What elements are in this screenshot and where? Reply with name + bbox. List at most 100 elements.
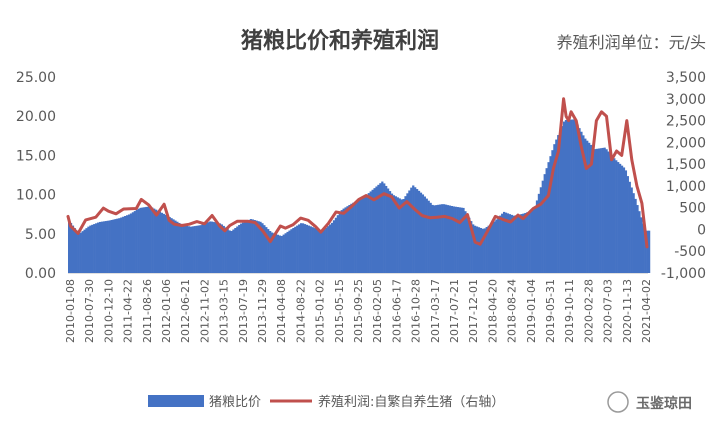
price-ratio-bar (390, 193, 394, 273)
price-ratio-bar (245, 220, 249, 273)
price-ratio-bar (526, 212, 529, 273)
price-ratio-bar (321, 231, 324, 273)
x-tick-label: 2021-04-02 (640, 279, 653, 343)
price-ratio-bar (638, 211, 641, 273)
right-tick-label: -500 (674, 244, 706, 260)
left-tick-label: 20.00 (16, 109, 56, 125)
price-ratio-bar (487, 225, 490, 273)
price-ratio-bar (460, 207, 463, 273)
price-ratio-bar (423, 196, 426, 273)
price-ratio-bar (363, 196, 367, 273)
profit-line (66, 97, 649, 249)
price-ratio-bar (385, 185, 388, 273)
price-ratio-bar (568, 119, 571, 273)
price-ratio-bar (242, 222, 245, 273)
price-ratio-bar (445, 204, 448, 273)
price-ratio-bar (493, 221, 496, 273)
price-ratio-bar (640, 217, 643, 273)
x-tick-label: 2014-08-22 (294, 279, 307, 343)
left-tick-label: 0.00 (25, 266, 56, 282)
price-ratio-bar (572, 119, 575, 274)
x-tick-label: 2020-07-03 (602, 279, 615, 343)
price-ratio-bar (354, 201, 357, 273)
price-ratio-bar (611, 156, 614, 273)
price-ratio-bar (417, 190, 421, 273)
x-tick-label: 2012-11-02 (198, 279, 211, 343)
price-ratio-bar (95, 223, 98, 273)
price-ratio-bar (429, 202, 432, 273)
x-tick-label: 2017-12-01 (467, 279, 480, 343)
price-ratio-bar (566, 119, 570, 273)
price-ratio-bar (416, 189, 419, 273)
price-ratio-bar (288, 230, 291, 273)
price-ratio-bar (628, 181, 631, 273)
price-ratio-bar (539, 187, 542, 273)
price-ratio-bar (203, 223, 206, 273)
price-ratio-bar (211, 221, 214, 273)
x-tick-label: 2010-12-10 (102, 279, 115, 343)
price-ratio-bar (520, 214, 523, 273)
price-ratio-bar (466, 214, 469, 273)
price-ratio-bar (319, 230, 322, 273)
price-ratio-bar (122, 216, 125, 273)
price-ratio-bar (586, 140, 589, 273)
price-ratio-bar (147, 206, 150, 273)
price-ratio-bar (510, 214, 513, 273)
price-ratio-bar (311, 227, 314, 273)
price-ratio-bar (81, 231, 84, 273)
price-ratio-bar (87, 226, 90, 273)
price-ratio-bar (156, 210, 160, 273)
price-ratio-bar (450, 206, 454, 273)
price-ratio-bar (197, 225, 200, 273)
price-ratio-bar (578, 128, 581, 273)
price-ratio-bar (375, 186, 378, 273)
price-ratio-bar (116, 218, 119, 273)
price-ratio-bar (425, 198, 428, 273)
price-ratio-bar (68, 220, 71, 273)
x-tick-label: 2019-10-11 (563, 279, 576, 343)
x-tick-label: 2015-05-15 (333, 279, 346, 343)
price-ratio-bar (630, 187, 633, 273)
price-ratio-bar (149, 206, 152, 273)
price-ratio-bar (344, 207, 347, 273)
price-ratio-bar (553, 144, 556, 273)
right-tick-label: 2,500 (666, 114, 706, 130)
price-ratio-bar (102, 221, 106, 273)
x-tick-label: 2015-09-25 (352, 279, 365, 343)
x-tick-label: 2017-03-17 (429, 279, 442, 343)
price-ratio-bar (112, 219, 115, 273)
price-ratio-bar (408, 190, 411, 273)
x-tick-label: 2014-04-08 (275, 279, 288, 343)
price-ratio-bar (77, 233, 80, 273)
price-ratio-bar (392, 195, 396, 273)
price-ratio-bar (626, 176, 629, 273)
price-ratio-bar (446, 205, 450, 273)
price-ratio-bar (617, 162, 620, 273)
right-tick-label: 500 (679, 201, 706, 217)
price-ratio-bar (334, 217, 338, 273)
price-ratio-bar (522, 213, 525, 273)
price-ratio-bar (561, 126, 564, 273)
price-ratio-bar (278, 235, 281, 273)
x-tick-label: 2013-07-19 (237, 279, 250, 343)
watermark-text: 玉鉴琼田 (636, 395, 692, 412)
price-ratio-bar (452, 206, 455, 273)
price-ratio-bar (443, 204, 446, 273)
price-ratio-bar (253, 220, 256, 273)
price-ratio-bar (232, 229, 235, 273)
price-ratio-bar (182, 224, 185, 273)
price-ratio-bar (495, 219, 498, 273)
price-ratio-bar (605, 149, 608, 273)
price-ratio-bar (427, 200, 430, 273)
x-tick-label: 2011-08-26 (141, 279, 154, 343)
price-ratio-bar (472, 224, 475, 273)
price-ratio-bar (348, 204, 351, 273)
legend-label-bar: 猪粮比价 (209, 395, 261, 410)
right-tick-label: 1,000 (666, 179, 706, 195)
price-ratio-bar (127, 214, 131, 273)
x-tick-label: 2016-10-28 (410, 279, 423, 343)
price-ratio-bar (124, 215, 127, 273)
price-ratio-bar (483, 228, 486, 273)
price-ratio-bar (402, 199, 405, 273)
price-ratio-bar (307, 225, 310, 273)
